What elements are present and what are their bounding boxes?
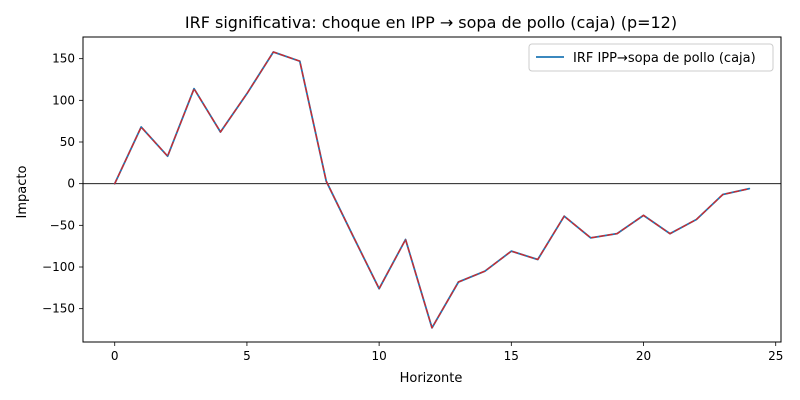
x-tick-label: 5 bbox=[243, 349, 251, 363]
y-tick-label: −100 bbox=[42, 260, 75, 274]
y-axis-title: Impacto bbox=[15, 166, 30, 219]
irf-overlay-series-line bbox=[114, 51, 750, 329]
x-axis-title: Horizonte bbox=[400, 371, 463, 386]
x-tick-label: 10 bbox=[371, 349, 386, 363]
x-tick-label: 20 bbox=[636, 349, 651, 363]
y-tick-label: 50 bbox=[60, 135, 75, 149]
y-tick-label: −50 bbox=[50, 218, 75, 232]
y-tick-label: 150 bbox=[52, 52, 75, 66]
x-tick-label: 0 bbox=[111, 349, 119, 363]
plot-frame bbox=[82, 36, 782, 343]
x-tick-label: 15 bbox=[504, 349, 519, 363]
legend: IRF IPP→sopa de pollo (caja) bbox=[528, 43, 774, 72]
y-tick-label: 100 bbox=[52, 93, 75, 107]
y-tick-label: −150 bbox=[42, 302, 75, 316]
y-tick-label: 0 bbox=[67, 177, 75, 191]
legend-box bbox=[528, 43, 774, 72]
x-tick-label: 25 bbox=[768, 349, 783, 363]
plot-area: 0 5 10 15 20 25 −150 −100 −50 0 50 100 150 bbox=[42, 36, 783, 363]
legend-series-label: IRF IPP→sopa de pollo (caja) bbox=[573, 51, 756, 66]
chart-title: IRF significativa: choque en IPP → sopa … bbox=[185, 13, 677, 32]
